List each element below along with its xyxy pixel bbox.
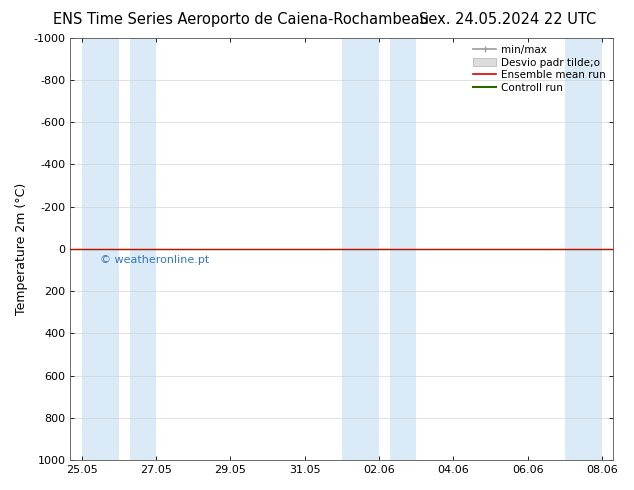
- Bar: [565, 38, 602, 460]
- Bar: [613, 38, 634, 460]
- Bar: [130, 38, 156, 460]
- Y-axis label: Temperature 2m (°C): Temperature 2m (°C): [15, 183, 28, 315]
- Bar: [342, 38, 379, 460]
- Text: ENS Time Series Aeroporto de Caiena-Rochambeau: ENS Time Series Aeroporto de Caiena-Roch…: [53, 12, 429, 27]
- Bar: [390, 38, 416, 460]
- Text: © weatheronline.pt: © weatheronline.pt: [100, 255, 209, 265]
- Text: Sex. 24.05.2024 22 UTC: Sex. 24.05.2024 22 UTC: [418, 12, 596, 27]
- Bar: [82, 38, 119, 460]
- Legend: min/max, Desvio padr tilde;o, Ensemble mean run, Controll run: min/max, Desvio padr tilde;o, Ensemble m…: [471, 43, 608, 95]
